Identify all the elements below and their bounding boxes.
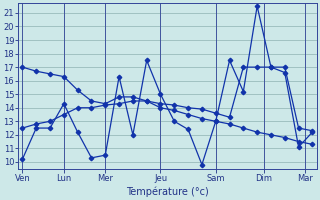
- X-axis label: Température (°c): Température (°c): [126, 186, 209, 197]
